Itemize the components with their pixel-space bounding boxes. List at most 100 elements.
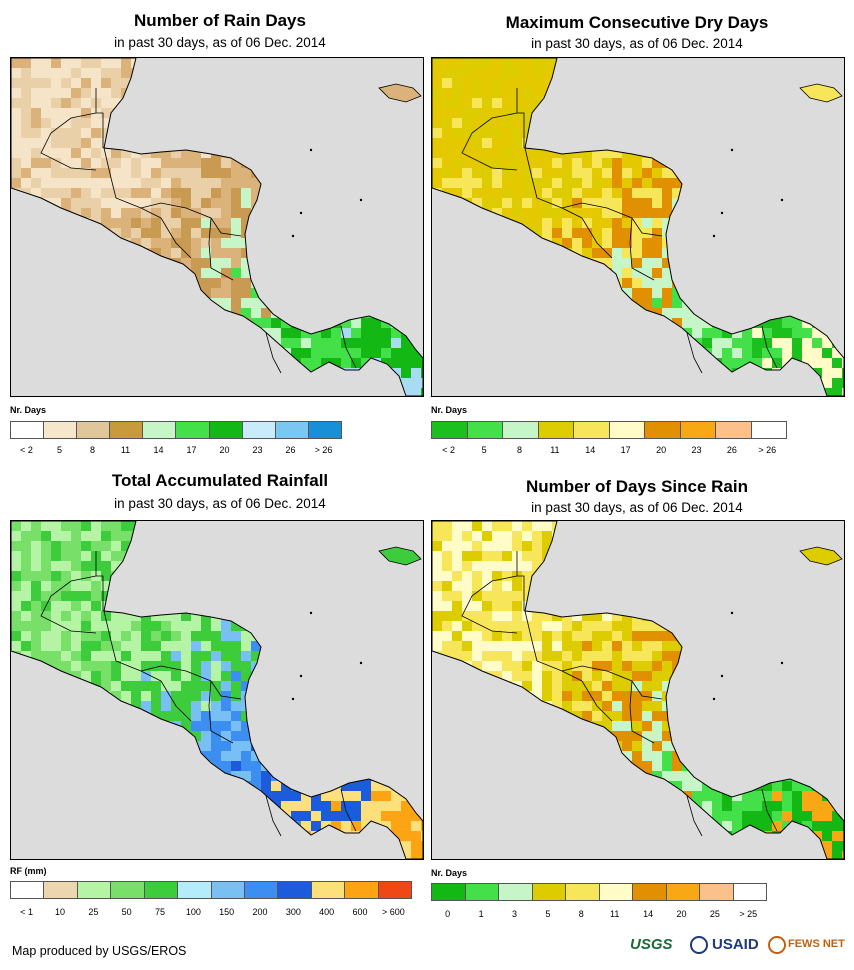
legend-tick-label: 11 (120, 445, 131, 455)
panel-days-since-rain: Number of Days Since Rain in past 30 day… (427, 465, 854, 930)
legend-swatch (143, 422, 177, 438)
map-total-rainfall (10, 520, 424, 860)
islet (730, 611, 734, 615)
legend-swatch (716, 422, 752, 438)
legend-swatch (609, 422, 645, 438)
legend-swatch (11, 882, 45, 898)
legend-tick-label: 26 (285, 445, 296, 455)
islet (730, 148, 734, 152)
legend-ticks: < 2 5 8 11 14 17 20 23 26 > 26 (10, 445, 340, 457)
legend-swatch (44, 422, 78, 438)
legend-tick-label: 20 (656, 445, 667, 455)
panel-title: Number of Days Since Rain (525, 477, 748, 496)
map-days-since-rain (431, 520, 845, 860)
legend-swatch (503, 422, 539, 438)
map-max-dry-days (431, 57, 845, 397)
legend-swatch (176, 422, 210, 438)
island (378, 546, 422, 566)
islet (309, 148, 313, 152)
country-border (208, 217, 234, 281)
legend-swatch (645, 422, 681, 438)
islet (780, 198, 784, 202)
legend-label: Nr. Days (431, 868, 468, 878)
country-border (629, 680, 655, 744)
legend-swatch (278, 882, 312, 898)
country-border (581, 680, 613, 722)
legend-swatch (666, 884, 700, 900)
legend-tick-label: < 2 (20, 445, 33, 455)
legend-swatch (77, 882, 112, 898)
legend-bar (431, 883, 767, 901)
country-border (686, 332, 703, 374)
country-border (516, 551, 525, 611)
country-border (340, 788, 357, 832)
legend-label: Nr. Days (10, 405, 47, 415)
legend-swatch (532, 884, 566, 900)
country-border (629, 217, 655, 281)
legend-tick-label: 150 (219, 907, 235, 917)
panel-max-dry-days: Maximum Consecutive Dry Days in past 30 … (427, 0, 854, 465)
legend-ticks: < 2 5 8 11 14 17 20 23 26 > 26 (431, 445, 785, 457)
legend-tick-label: > 25 (739, 909, 758, 919)
coastline (432, 521, 844, 859)
islet (359, 661, 363, 665)
islet (291, 697, 295, 701)
map-credit: Map produced by USGS/EROS (12, 944, 187, 958)
legend-tick-label: 200 (252, 907, 268, 917)
legend-tick-label: 5 (56, 445, 63, 455)
map-rain-days (10, 57, 424, 397)
legend-swatch (308, 422, 341, 438)
legend-swatch (733, 884, 766, 900)
legend-tick-label: 400 (319, 907, 335, 917)
country-border (140, 202, 242, 237)
country-border (160, 680, 192, 722)
country-border (103, 147, 162, 219)
legend-swatch (680, 422, 716, 438)
legend-tick-label: 8 (89, 445, 96, 455)
legend-tick-label: 17 (186, 445, 197, 455)
legend-tick-label: > 600 (381, 907, 405, 917)
country-border (524, 147, 583, 219)
country-border (265, 332, 282, 374)
legend-swatch (700, 884, 734, 900)
legend-tick-label: 25 (88, 907, 99, 917)
panel-subtitle: in past 30 days, as of 06 Dec. 2014 (531, 500, 743, 515)
legend-swatch (345, 882, 379, 898)
legend-tick-label: < 2 (442, 445, 456, 455)
legend-tick-label: 11 (550, 445, 560, 455)
legend-tick-label: 50 (121, 907, 132, 917)
islet (299, 674, 303, 678)
legend-swatch (144, 882, 179, 898)
coastline (11, 521, 423, 859)
island (799, 83, 843, 103)
legend-tick-label: 23 (252, 445, 263, 455)
country-border (265, 795, 282, 837)
legend-swatch (311, 882, 346, 898)
legend-tick-label: 8 (578, 909, 584, 919)
legend-tick-label: 11 (610, 909, 620, 919)
island (378, 83, 422, 103)
legend-ticks: < 1 10 25 50 75 100 150 200 300 400 600 > 600 (10, 907, 410, 919)
islet (309, 611, 313, 615)
legend-tick-label: 14 (585, 445, 596, 455)
legend-swatch (599, 884, 633, 900)
coastline (432, 58, 844, 396)
usaid-logo: USAID (712, 936, 759, 953)
legend-tick-label: 100 (185, 907, 201, 917)
islet (712, 697, 716, 701)
legend-swatch (467, 422, 503, 438)
legend-swatch (465, 884, 499, 900)
legend-tick-label: 26 (726, 445, 737, 455)
legend-tick-label: 600 (352, 907, 368, 917)
legend-swatch (11, 422, 45, 438)
legend-swatch (110, 422, 144, 438)
country-border (461, 112, 518, 171)
legend-bar (10, 881, 412, 899)
panel-rain-days: Number of Rain Days in past 30 days, as … (0, 0, 427, 465)
country-border (516, 88, 525, 148)
country-border (95, 551, 104, 611)
islet (712, 234, 716, 238)
legend-swatch (111, 882, 145, 898)
country-border (95, 88, 104, 148)
country-border (524, 610, 583, 682)
